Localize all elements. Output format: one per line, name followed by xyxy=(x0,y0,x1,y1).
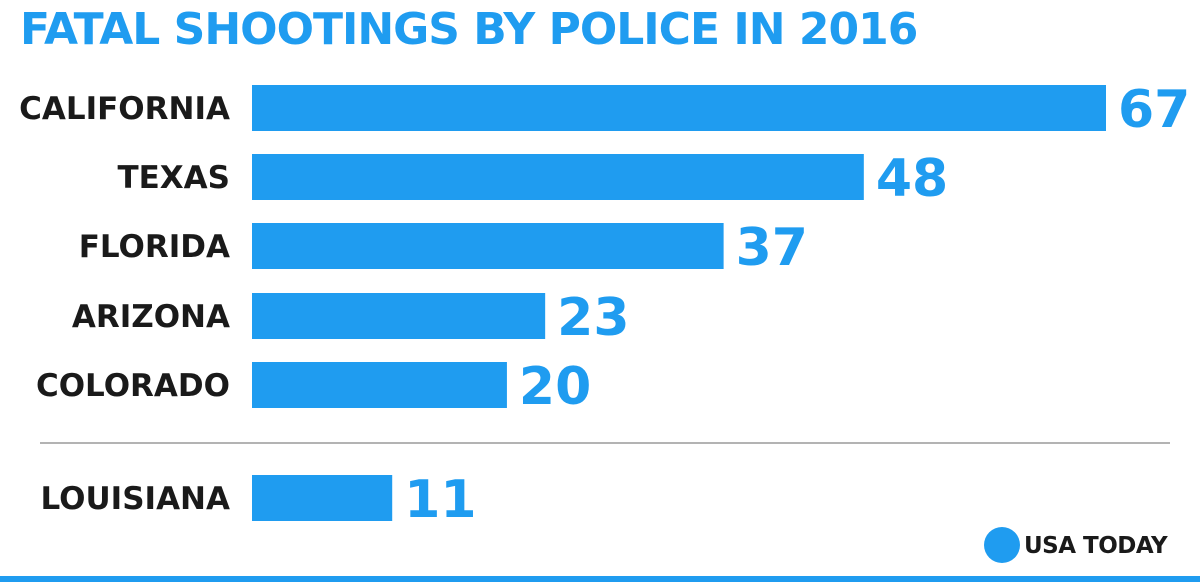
usa-today-dot-icon xyxy=(984,527,1020,563)
value-label-colorado: 20 xyxy=(519,357,591,417)
brand-logo: USA TODAY xyxy=(984,527,1168,563)
brand-name: USA TODAY xyxy=(1024,533,1168,559)
value-label-arizona: 23 xyxy=(557,288,629,348)
value-label-texas: 48 xyxy=(876,149,948,209)
bar-texas xyxy=(252,154,864,200)
category-label-arizona: ARIZONA xyxy=(72,299,230,335)
category-label-louisiana: LOUISIANA xyxy=(41,481,231,517)
bottom-accent-rule xyxy=(0,576,1200,582)
category-label-texas: TEXAS xyxy=(117,160,230,196)
value-label-louisiana: 11 xyxy=(404,470,476,530)
bar-louisiana xyxy=(252,475,393,521)
bar-colorado xyxy=(252,362,507,408)
category-label-florida: FLORIDA xyxy=(79,229,230,265)
bar-arizona xyxy=(252,293,546,339)
category-label-california: CALIFORNIA xyxy=(19,91,230,127)
value-label-florida: 37 xyxy=(736,218,808,278)
bar-florida xyxy=(252,223,724,269)
category-label-colorado: COLORADO xyxy=(36,368,230,404)
chart-title: FATAL SHOOTINGS BY POLICE IN 2016 xyxy=(20,4,917,55)
bar-california xyxy=(252,85,1106,131)
bars-layer: CALIFORNIA 67 TEXAS 48 FLORIDA 37 ARIZONA 23 COL… xyxy=(19,80,1190,530)
value-label-california: 67 xyxy=(1118,80,1190,140)
